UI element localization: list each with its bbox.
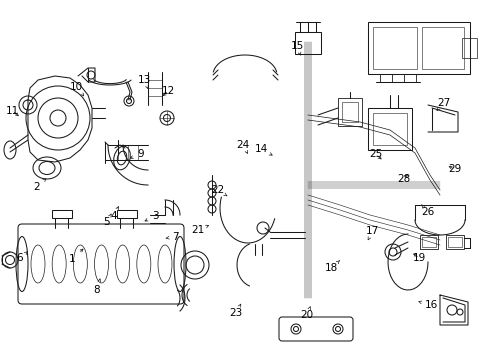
Text: 21: 21 (191, 225, 208, 235)
Text: 8: 8 (93, 279, 101, 295)
Text: 16: 16 (418, 300, 437, 310)
Text: 22: 22 (210, 185, 226, 196)
Text: 4: 4 (110, 207, 118, 221)
Text: 6: 6 (16, 251, 28, 264)
Text: 10: 10 (70, 82, 83, 96)
Text: 20: 20 (300, 307, 313, 320)
Text: 23: 23 (229, 304, 243, 318)
Bar (461, 38, 476, 58)
Bar (445, 235, 463, 249)
Bar (421, 27, 463, 69)
Bar (447, 237, 461, 247)
Bar (294, 32, 320, 54)
Text: 26: 26 (420, 204, 434, 217)
Bar (367, 108, 411, 150)
Text: 7: 7 (166, 232, 178, 242)
Bar (52, 210, 72, 218)
Text: 13: 13 (138, 75, 151, 89)
Bar (372, 113, 406, 145)
Bar (367, 22, 469, 74)
Text: 24: 24 (236, 140, 249, 153)
Bar (372, 27, 416, 69)
Text: 1: 1 (69, 249, 83, 264)
Text: 5: 5 (103, 214, 111, 227)
Text: 17: 17 (365, 226, 379, 240)
Text: 28: 28 (396, 174, 409, 184)
Text: 14: 14 (254, 144, 272, 155)
Bar (421, 237, 435, 247)
Text: 9: 9 (130, 149, 144, 159)
Text: 11: 11 (5, 105, 19, 116)
Text: 3: 3 (145, 211, 159, 221)
Text: 18: 18 (324, 260, 339, 273)
Bar (419, 235, 437, 249)
Text: 15: 15 (290, 41, 304, 55)
Text: 27: 27 (436, 98, 450, 111)
Text: 12: 12 (162, 86, 175, 96)
Text: 29: 29 (447, 164, 461, 174)
Bar (337, 98, 361, 126)
Bar (341, 102, 357, 122)
Text: 2: 2 (33, 179, 46, 192)
Text: 25: 25 (368, 149, 382, 159)
Text: 19: 19 (412, 253, 426, 263)
Bar (117, 210, 137, 218)
